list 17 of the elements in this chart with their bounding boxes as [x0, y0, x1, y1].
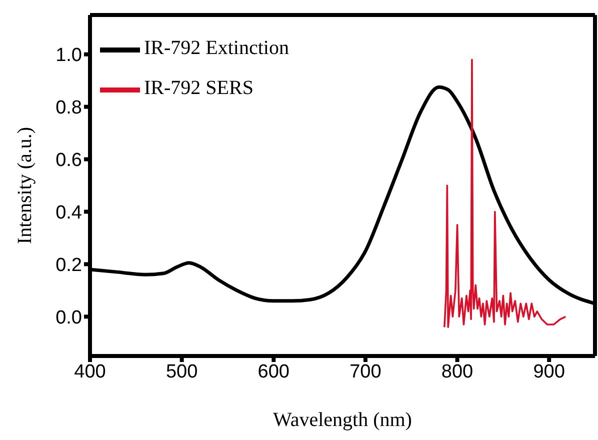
y-tick-label: 0.0 — [56, 307, 82, 328]
y-tick-label: 1.0 — [56, 45, 82, 66]
x-tick-label: 700 — [350, 361, 382, 382]
y-tick-label: 0.8 — [56, 98, 82, 119]
x-tick-label: 400 — [74, 361, 106, 382]
y-tick-label: 0.4 — [56, 202, 82, 224]
legend-label: IR-792 SERS — [144, 76, 254, 99]
legend-label: IR-792 Extinction — [144, 36, 289, 59]
y-axis-title: Intensity (a.u.) — [14, 126, 36, 244]
x-tick-label: 600 — [258, 361, 290, 382]
y-tick-label: 0.2 — [56, 254, 82, 276]
y-tick-label: 0.6 — [56, 150, 82, 172]
x-tick-label: 800 — [441, 361, 474, 382]
x-tick-label: 500 — [166, 361, 198, 382]
x-axis-title: Wavelength (nm) — [273, 409, 412, 431]
line-series — [444, 58, 567, 328]
x-tick-label: 900 — [533, 361, 565, 382]
